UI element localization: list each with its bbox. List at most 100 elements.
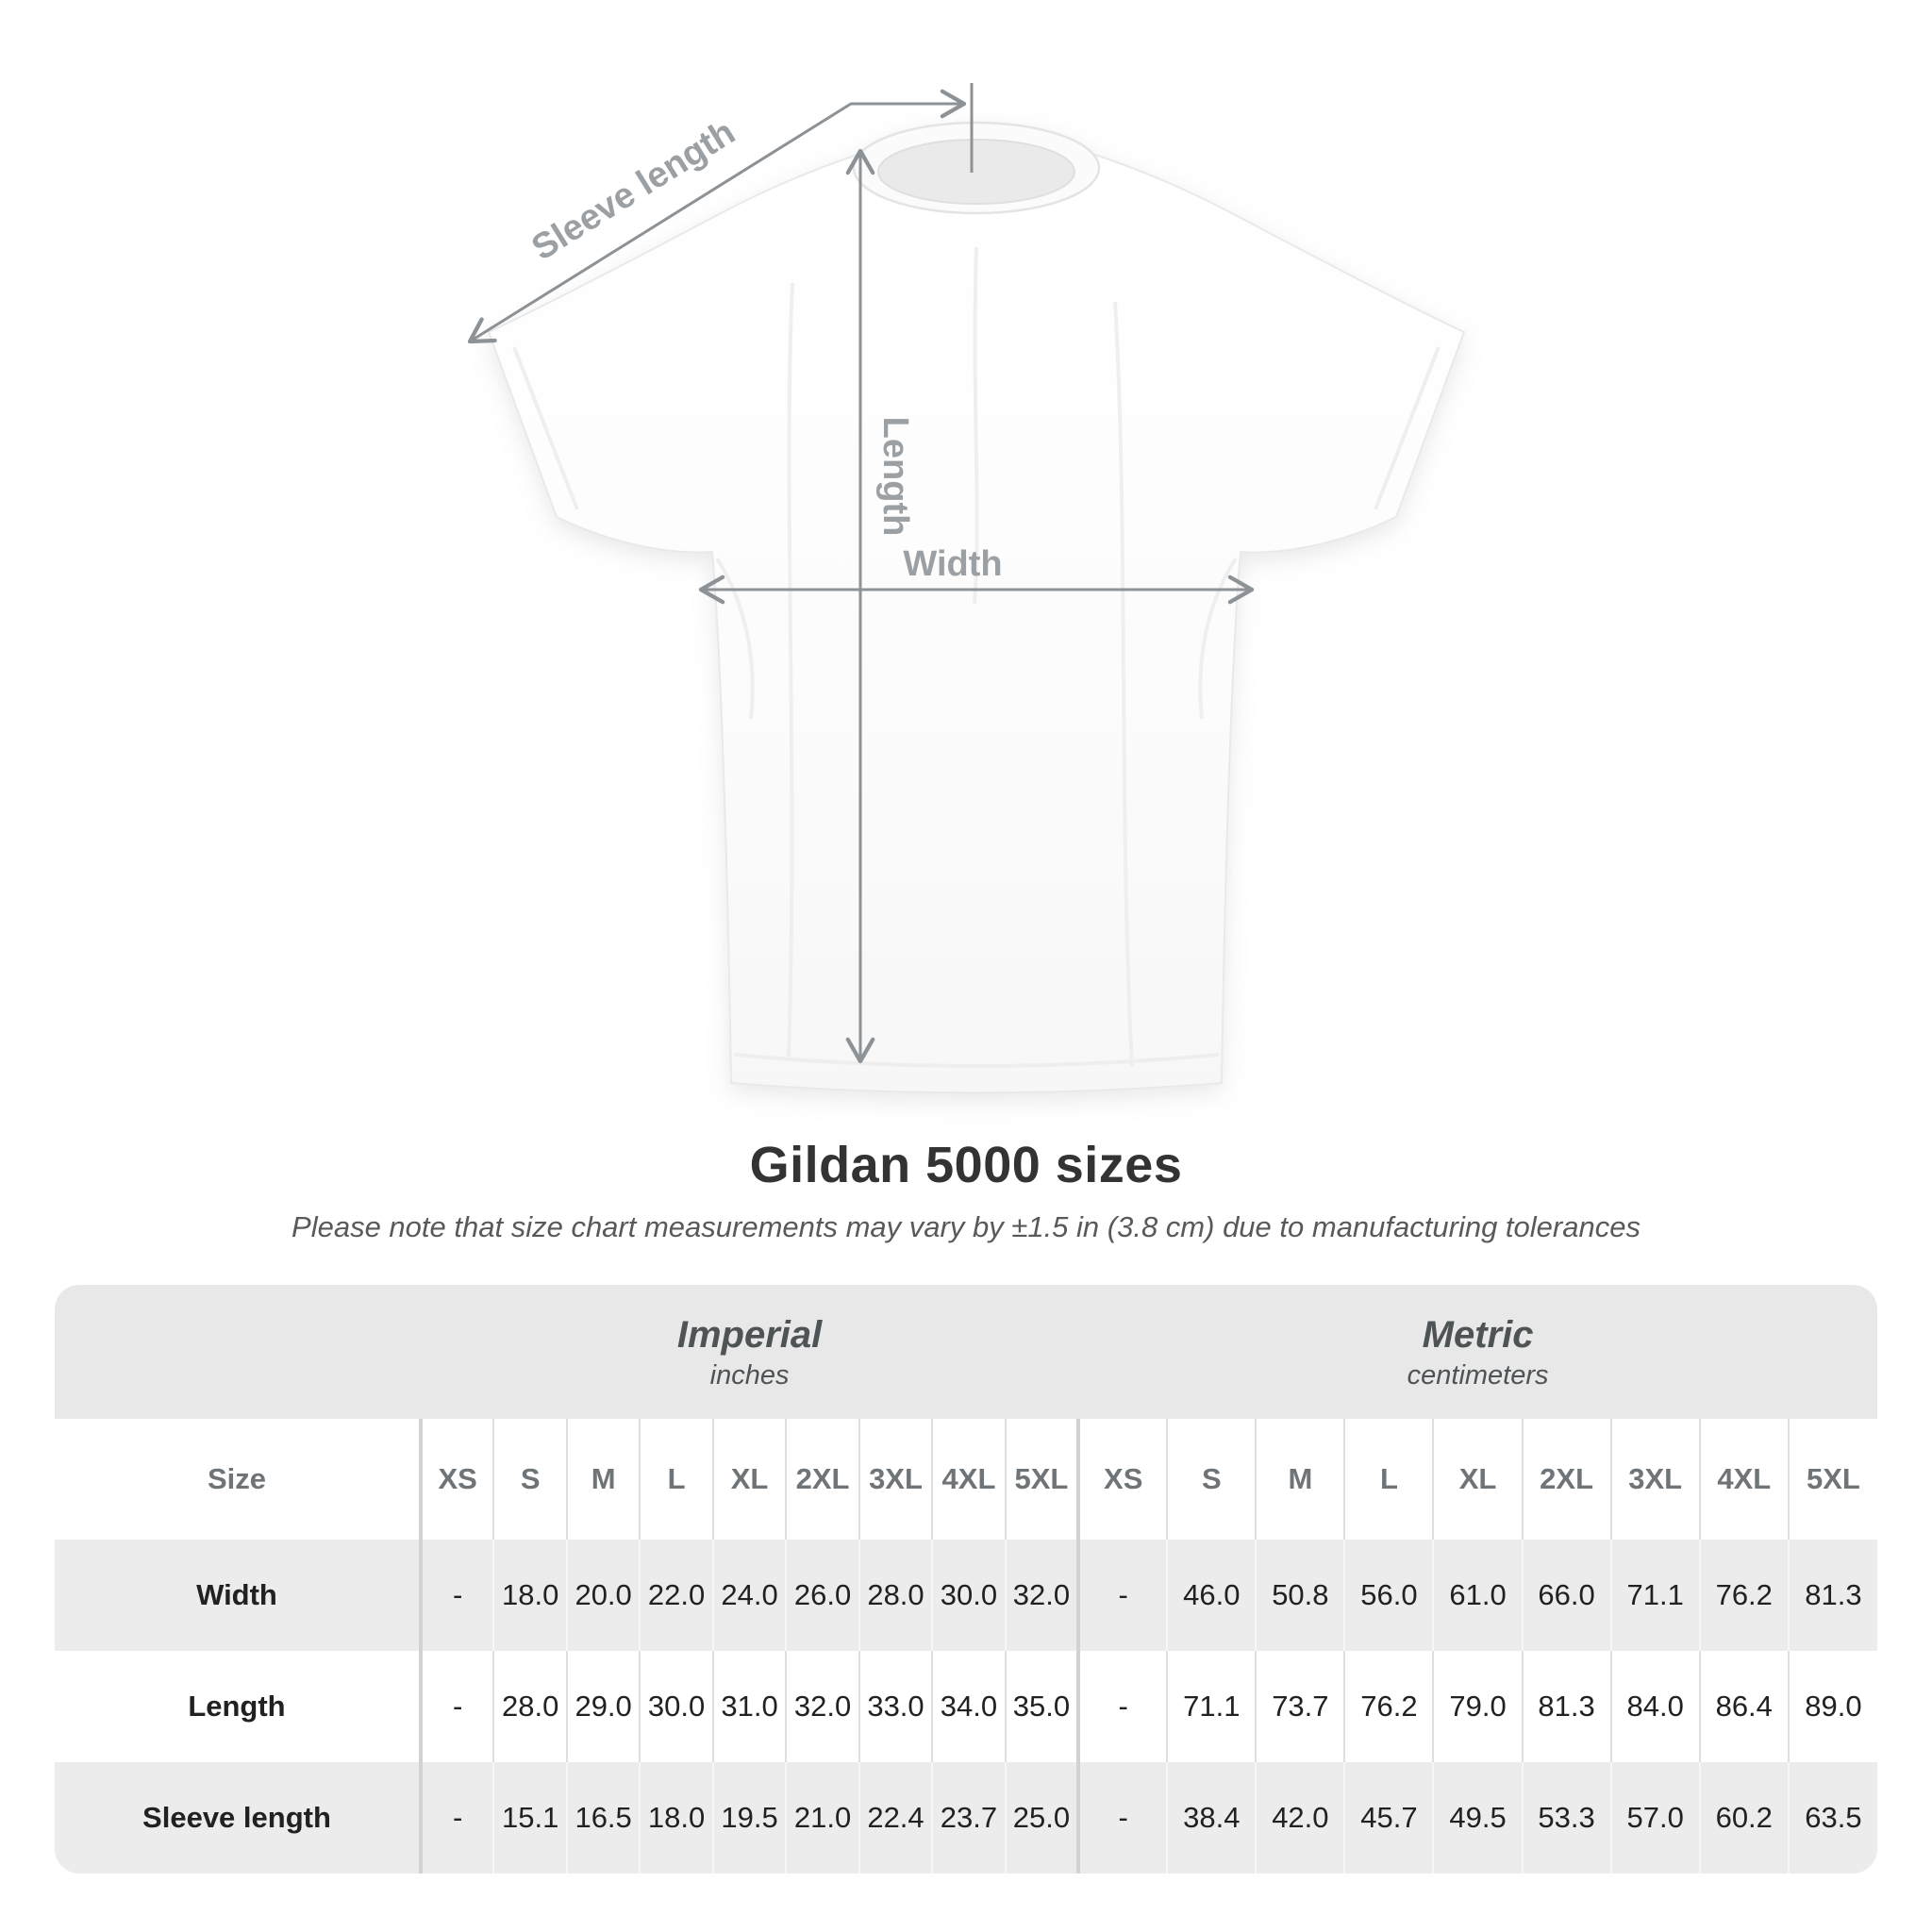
metric-label: Metric: [1422, 1313, 1534, 1356]
size-column-header: 5XL: [1787, 1419, 1877, 1540]
measurement-cell: 53.3: [1521, 1762, 1611, 1874]
metric-group-header: Metric centimeters: [1078, 1285, 1877, 1419]
measurement-cell: 30.0: [931, 1540, 1006, 1651]
measurement-cell: 30.0: [639, 1651, 713, 1762]
size-column-header: L: [1343, 1419, 1434, 1540]
size-column-header: 5XL: [1004, 1419, 1079, 1540]
measurement-cell: 35.0: [1004, 1651, 1079, 1762]
size-column-header: L: [639, 1419, 713, 1540]
measurement-cell: 21.0: [785, 1762, 859, 1874]
size-column-header: M: [565, 1419, 641, 1540]
measurement-cell: 18.0: [492, 1540, 567, 1651]
measurement-cell: 25.0: [1004, 1762, 1079, 1874]
measurement-cell: 29.0: [565, 1651, 641, 1762]
measurement-cell: 71.1: [1166, 1651, 1257, 1762]
size-column-header: 2XL: [1521, 1419, 1611, 1540]
tshirt-measurement-diagram: Sleeve length Length Width: [467, 83, 1466, 1094]
fabric-creases: [512, 246, 1441, 1068]
size-col-header: Size: [55, 1419, 421, 1540]
size-column-header: XS: [1076, 1419, 1168, 1540]
measurement-cell: 23.7: [931, 1762, 1006, 1874]
measurement-cell: 57.0: [1609, 1762, 1700, 1874]
measurement-cell: 20.0: [565, 1540, 641, 1651]
row-label: Width: [55, 1540, 421, 1651]
size-table: Imperial inches Metric centimeters Size X…: [55, 1285, 1877, 1874]
size-column-header: S: [1166, 1419, 1257, 1540]
measurement-cell: 84.0: [1609, 1651, 1700, 1762]
sleeve-length-arrow: [467, 89, 967, 344]
imperial-unit-label: inches: [709, 1359, 790, 1391]
tshirt-graphic: [487, 121, 1466, 1094]
measurement-cell: 32.0: [785, 1651, 859, 1762]
size-column-header: 4XL: [931, 1419, 1006, 1540]
measurement-cell: 19.5: [711, 1762, 787, 1874]
size-column-header: XL: [711, 1419, 787, 1540]
measurement-cell: 49.5: [1432, 1762, 1523, 1874]
size-column-header: 3XL: [858, 1419, 933, 1540]
table-row: Sleeve length -15.1 16.5 18.0 19.5 21.0 22.4 23…: [55, 1762, 1877, 1874]
measurement-cell: 22.0: [639, 1540, 713, 1651]
size-column-header: 3XL: [1609, 1419, 1700, 1540]
measurement-cell: -: [418, 1762, 494, 1874]
measurement-cell: -: [1076, 1540, 1168, 1651]
measurement-cell: -: [418, 1540, 494, 1651]
measurement-cell: 61.0: [1432, 1540, 1523, 1651]
measurement-cell: 81.3: [1521, 1651, 1611, 1762]
page-title: Gildan 5000 sizes: [749, 1137, 1183, 1193]
measurement-cell: 15.1: [492, 1762, 567, 1874]
measurement-cell: 50.8: [1255, 1540, 1345, 1651]
measurement-cell: -: [1076, 1762, 1168, 1874]
measurement-cell: 18.0: [639, 1762, 713, 1874]
measurement-cell: 60.2: [1698, 1762, 1789, 1874]
table-row: Width -18.0 20.0 22.0 24.0 26.0 28.0 30.0 32.0-4…: [55, 1540, 1877, 1651]
measurement-cell: 22.4: [858, 1762, 933, 1874]
size-column-header: S: [492, 1419, 567, 1540]
measurement-cell: 32.0: [1004, 1540, 1079, 1651]
size-column-header: M: [1255, 1419, 1345, 1540]
measurement-cell: 42.0: [1255, 1762, 1345, 1874]
measurement-cell: 76.2: [1343, 1651, 1434, 1762]
table-row: Length -28.0 29.0 30.0 31.0 32.0 33.0 34.0 35.0-…: [55, 1651, 1877, 1762]
width-label: Width: [903, 544, 1002, 584]
imperial-group-header: Imperial inches: [420, 1285, 1079, 1419]
measurement-cell: 81.3: [1787, 1540, 1877, 1651]
measurement-cell: 73.7: [1255, 1651, 1345, 1762]
size-column-header: 4XL: [1698, 1419, 1789, 1540]
tolerance-note: Please note that size chart measurements…: [291, 1210, 1641, 1243]
measurement-cell: 16.5: [565, 1762, 641, 1874]
measurement-cell: 33.0: [858, 1651, 933, 1762]
row-label: Sleeve length: [55, 1762, 421, 1874]
measurement-cell: 46.0: [1166, 1540, 1257, 1651]
unit-group-row: Imperial inches Metric centimeters: [55, 1285, 1877, 1419]
measurement-cell: 28.0: [492, 1651, 567, 1762]
row-label: Length: [55, 1651, 421, 1762]
unit-band-spacer: [55, 1285, 421, 1419]
imperial-label: Imperial: [676, 1313, 823, 1356]
measurement-annotations: [467, 83, 1255, 1064]
size-column-header: 2XL: [785, 1419, 859, 1540]
measurement-cell: 24.0: [711, 1540, 787, 1651]
metric-unit-label: centimeters: [1407, 1359, 1549, 1391]
measurement-cell: 28.0: [858, 1540, 933, 1651]
measurement-cell: 66.0: [1521, 1540, 1611, 1651]
size-header-row: Size XS S M L XL 2XL 3XL 4XL 5XL XS S M L XL 2XL 3XL 4XL 5…: [55, 1419, 1877, 1540]
measurement-cell: -: [418, 1651, 494, 1762]
size-column-header: XL: [1432, 1419, 1523, 1540]
measurement-cell: 86.4: [1698, 1651, 1789, 1762]
measurement-cell: 56.0: [1343, 1540, 1434, 1651]
measurement-cell: 89.0: [1787, 1651, 1877, 1762]
size-table-body: Width -18.0 20.0 22.0 24.0 26.0 28.0 30.0 32.0-4…: [55, 1540, 1877, 1874]
measurement-cell: 45.7: [1343, 1762, 1434, 1874]
measurement-cell: 79.0: [1432, 1651, 1523, 1762]
collar-opening: [877, 139, 1075, 205]
measurement-cell: 31.0: [711, 1651, 787, 1762]
size-column-header: XS: [418, 1419, 494, 1540]
measurement-cell: -: [1076, 1651, 1168, 1762]
measurement-cell: 38.4: [1166, 1762, 1257, 1874]
measurement-cell: 63.5: [1787, 1762, 1877, 1874]
length-label: Length: [875, 417, 915, 537]
measurement-cell: 26.0: [785, 1540, 859, 1651]
measurement-cell: 76.2: [1698, 1540, 1789, 1651]
measurement-cell: 71.1: [1609, 1540, 1700, 1651]
